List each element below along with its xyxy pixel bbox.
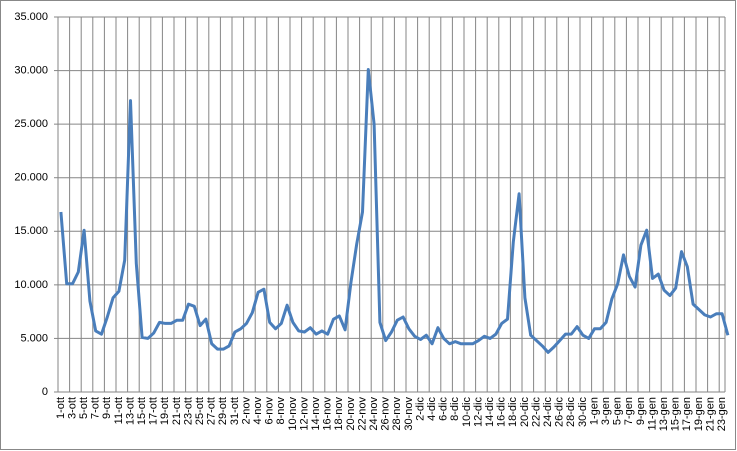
x-tick-label: 12-dic: [472, 397, 484, 427]
x-tick-label: 17-ott: [148, 397, 160, 425]
x-tick-label: 24-nov: [368, 397, 380, 431]
y-tick-label: 0: [42, 386, 48, 398]
x-tick-label: 28-dic: [565, 397, 577, 427]
x-tick-label: 11-gen: [646, 397, 658, 430]
x-tick-label: 8-nov: [275, 397, 287, 425]
data-line: [59, 68, 730, 354]
x-tick-label: 13-gen: [658, 397, 670, 431]
x-tick-label: 20-dic: [519, 397, 531, 427]
x-tick-label: 9-gen: [635, 397, 647, 425]
x-tick-label: 13-ott: [124, 397, 136, 425]
x-tick-label: 2-nov: [240, 397, 252, 425]
x-tick-label: 6-nov: [264, 397, 276, 425]
x-tick-label: 15-gen: [670, 397, 682, 431]
x-tick-label: 31-ott: [229, 397, 241, 425]
x-tick-label: 14-nov: [310, 397, 322, 431]
x-tick-label: 8-dic: [449, 397, 461, 421]
x-tick-label: 11-ott: [113, 397, 125, 424]
x-tick-label: 17-gen: [681, 397, 693, 431]
x-tick-label: 19-gen: [693, 397, 705, 431]
x-tick-label: 7-ott: [90, 397, 102, 419]
x-tick-label: 27-ott: [206, 397, 218, 425]
x-tick-label: 3-gen: [600, 397, 612, 425]
x-tick-label: 4-nov: [252, 397, 264, 425]
x-tick-label: 26-nov: [380, 397, 392, 431]
x-tick-label: 21-ott: [171, 397, 183, 425]
x-tick-label: 26-dic: [554, 397, 566, 427]
x-tick-label: 4-dic: [426, 397, 438, 421]
y-tick-label: 30.000: [14, 64, 48, 76]
x-tick-label: 5-ott: [78, 397, 90, 419]
x-tick-label: 24-dic: [542, 397, 554, 427]
y-tick-label: 35.000: [14, 11, 48, 23]
x-tick-label: 18-nov: [333, 397, 345, 431]
y-tick-label: 15.000: [14, 225, 48, 237]
x-tick-label: 19-ott: [159, 397, 171, 425]
x-tick-label: 22-nov: [356, 397, 368, 431]
y-tick-label: 25.000: [14, 118, 48, 130]
x-tick-label: 18-dic: [507, 397, 519, 427]
x-tick-label: 1-ott: [55, 397, 67, 419]
x-tick-label: 16-dic: [496, 397, 508, 427]
x-tick-label: 1-gen: [588, 397, 600, 425]
x-tick-label: 30-nov: [403, 397, 415, 431]
y-tick-label: 20.000: [14, 172, 48, 184]
x-tick-label: 15-ott: [136, 397, 148, 425]
x-tick-label: 14-dic: [484, 397, 496, 427]
x-tick-label: 3-ott: [66, 397, 78, 419]
x-tick-label: 6-dic: [438, 397, 450, 421]
x-tick-label: 12-nov: [298, 397, 310, 431]
x-tick-label: 10-dic: [461, 397, 473, 427]
x-tick-label: 29-ott: [217, 397, 229, 425]
x-tick-label: 16-nov: [322, 397, 334, 431]
x-tick-label: 23-ott: [182, 397, 194, 425]
y-tick-label: 10.000: [14, 279, 48, 291]
x-tick-label: 2-dic: [414, 397, 426, 421]
x-tick-label: 21-gen: [704, 397, 716, 431]
x-tick-label: 20-nov: [345, 397, 357, 431]
x-tick-label: 5-gen: [612, 397, 624, 425]
x-tick-label: 7-gen: [623, 397, 635, 425]
y-tick-label: 5.000: [20, 332, 48, 344]
x-tick-label: 30-dic: [577, 397, 589, 427]
x-tick-label: 25-ott: [194, 397, 206, 425]
x-tick-label: 23-gen: [716, 397, 728, 431]
x-tick-label: 22-dic: [530, 397, 542, 427]
x-tick-label: 9-ott: [101, 397, 113, 419]
x-tick-label: 10-nov: [287, 397, 299, 431]
x-tick-label: 28-nov: [391, 397, 403, 431]
